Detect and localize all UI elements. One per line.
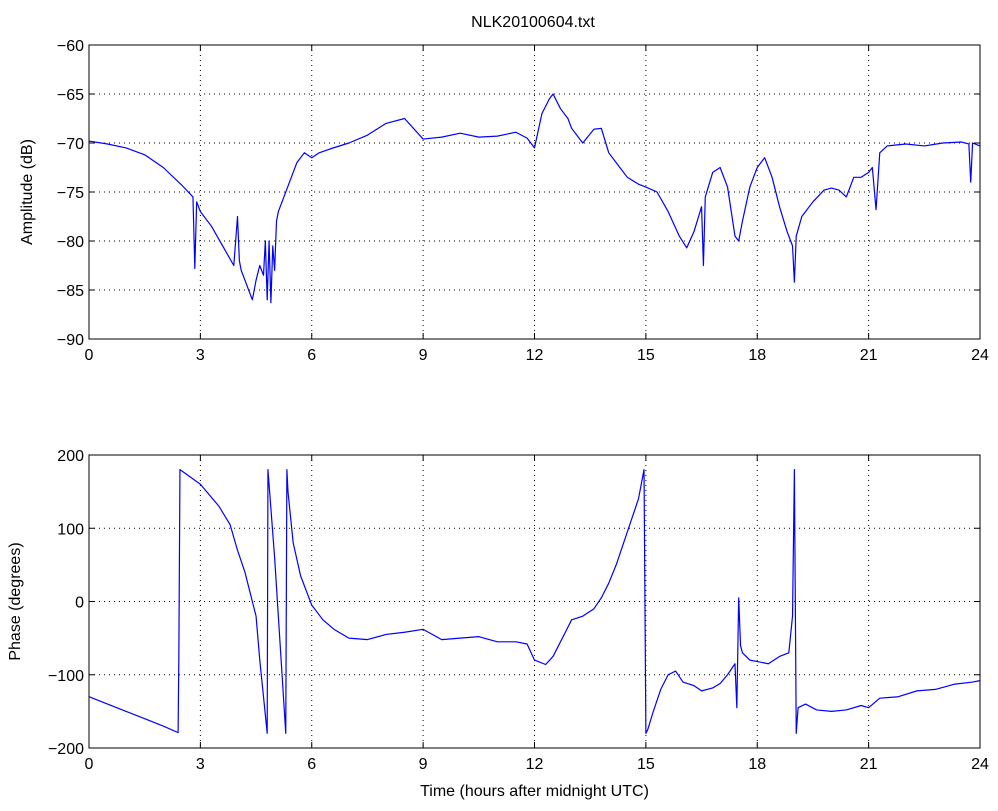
phase-xtick-label: 15 — [637, 756, 655, 773]
phase-ytick-label: 200 — [57, 448, 84, 465]
phase-series-line — [88, 469, 981, 734]
phase-xtick-label: 21 — [860, 756, 878, 773]
amplitude-xtick-label: 0 — [85, 347, 94, 364]
phase-xtick-label: 24 — [971, 756, 989, 773]
amplitude-xtick-label: 6 — [307, 347, 316, 364]
amplitude-xtick-label: 15 — [637, 347, 655, 364]
amplitude-ytick-label: −70 — [57, 136, 84, 153]
phase-xtick-label: 12 — [526, 756, 544, 773]
phase-ylabel: Phase (degrees) — [7, 542, 24, 660]
amplitude-xtick-label: 21 — [860, 347, 878, 364]
phase-xtick-label: 9 — [419, 756, 428, 773]
amplitude-ylabel: Amplitude (dB) — [19, 139, 36, 245]
amplitude-ytick-label: −65 — [57, 87, 84, 104]
phase-ytick-label: 100 — [57, 521, 84, 538]
amplitude-xtick-label: 12 — [526, 347, 544, 364]
amplitude-ytick-label: −60 — [57, 38, 84, 55]
phase-ytick-label: −100 — [48, 668, 84, 685]
amplitude-ytick-label: −85 — [57, 283, 84, 300]
amplitude-ytick-label: −80 — [57, 234, 84, 251]
amplitude-ytick-label: −75 — [57, 185, 84, 202]
phase-xlabel: Time (hours after midnight UTC) — [420, 783, 649, 800]
amplitude-xtick-label: 9 — [419, 347, 428, 364]
phase-ytick-label: 0 — [75, 595, 84, 612]
amplitude-axes: 0 3 6 9 12 15 18 21 24 −90 −85 −80 −75 −70 −65 −60 Ampli… — [19, 38, 989, 364]
phase-xtick-label: 6 — [307, 756, 316, 773]
phase-xtick-label: 18 — [748, 756, 766, 773]
amplitude-ytick-label: −90 — [57, 332, 84, 349]
amplitude-series-line — [88, 93, 981, 304]
amplitude-xtick-label: 3 — [196, 347, 205, 364]
phase-xtick-label: 0 — [85, 756, 94, 773]
phase-axes: 0 3 6 9 12 15 18 21 24 −200 −100 0 100 200 Phase (degr… — [7, 448, 989, 800]
phase-ytick-label: −200 — [48, 741, 84, 758]
chart-title: NLK20100604.txt — [471, 14, 595, 31]
phase-xtick-label: 3 — [196, 756, 205, 773]
amplitude-xtick-label: 18 — [748, 347, 766, 364]
amplitude-xtick-label: 24 — [971, 347, 989, 364]
